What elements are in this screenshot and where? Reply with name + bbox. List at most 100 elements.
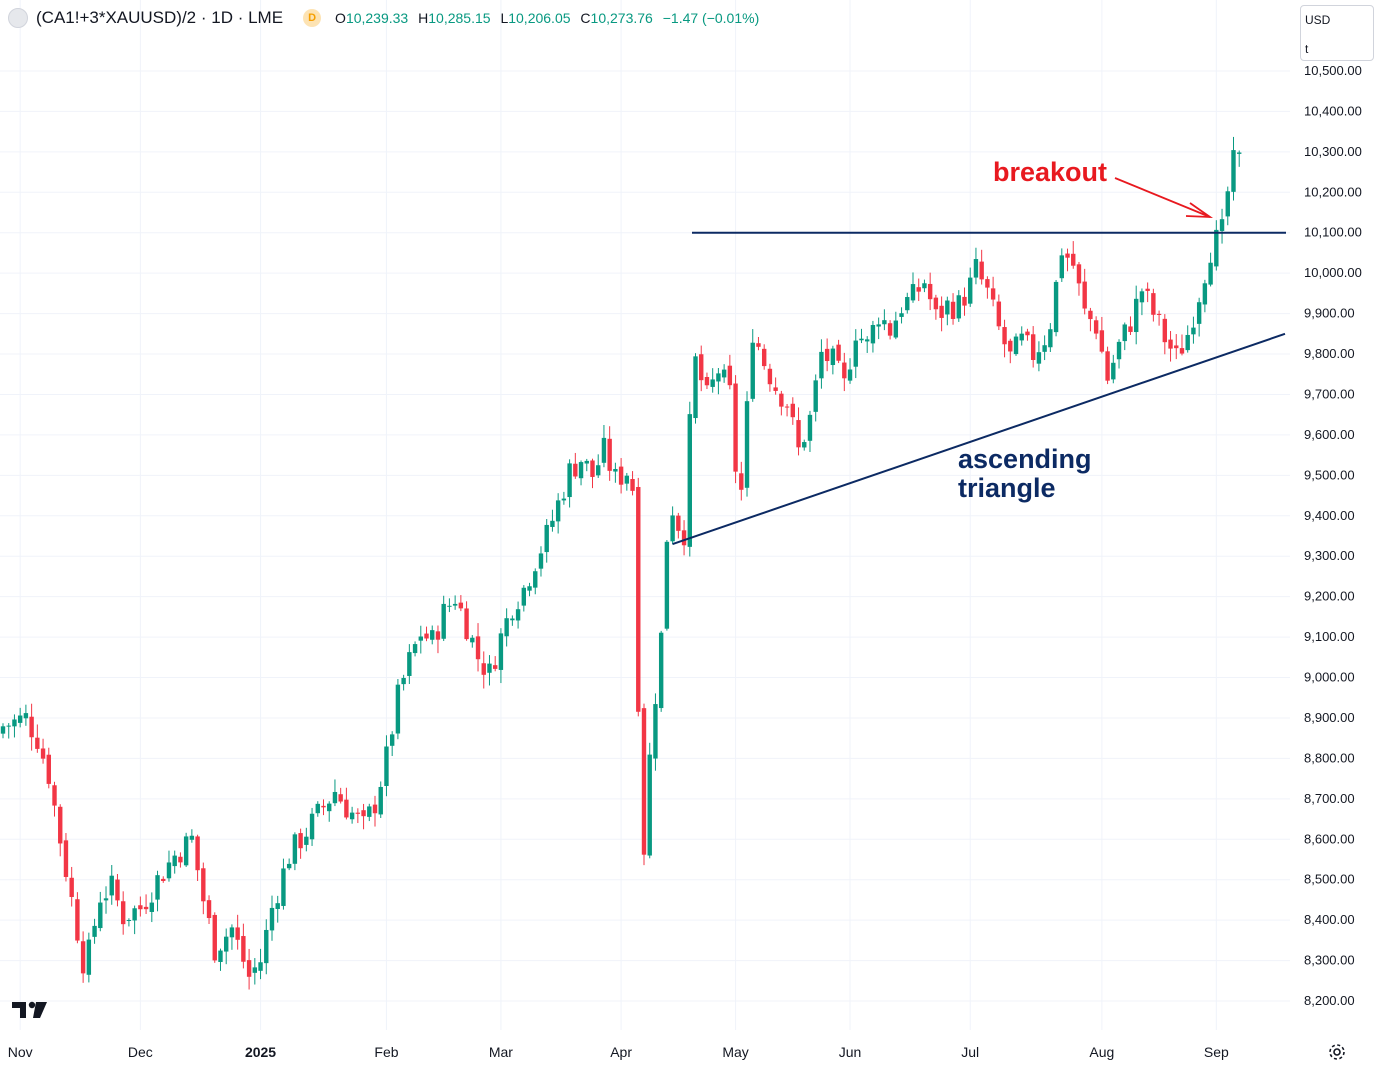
candle-body [475, 636, 481, 660]
candle-body [893, 320, 899, 338]
candle-body [807, 414, 813, 441]
candle-body [636, 487, 641, 712]
y-tick-label: 9,200.00 [1304, 589, 1355, 604]
grid-lines [0, 0, 1290, 1030]
gear-icon[interactable] [1326, 1041, 1348, 1063]
y-tick-label: 10,100.00 [1304, 225, 1362, 240]
candle-body [664, 541, 670, 629]
candle-body [538, 553, 544, 569]
candle-body [1179, 348, 1185, 354]
candle-body [1196, 302, 1202, 324]
candle-body [321, 805, 326, 808]
candle-body [1042, 345, 1047, 352]
candle-body [1111, 362, 1116, 380]
candle-body [264, 929, 269, 964]
currency-unit-selector[interactable]: USD t [1300, 5, 1374, 61]
candle-body [412, 644, 418, 654]
candle-body [870, 324, 876, 344]
candle-body [561, 498, 567, 501]
high-label: H [418, 10, 429, 26]
candle-body [905, 297, 910, 311]
candle-body [212, 914, 217, 961]
candle-body [1168, 339, 1173, 349]
candle-body [544, 524, 549, 553]
candle-body [865, 339, 870, 342]
candle-body [956, 295, 961, 319]
candle-body [1214, 229, 1219, 267]
candle-body [613, 468, 618, 472]
candle-body [492, 665, 498, 669]
candlestick-series [0, 136, 1242, 990]
candle-body [773, 387, 778, 391]
candle-body [183, 836, 189, 866]
candle-body [962, 296, 967, 306]
y-tick-label: 9,600.00 [1304, 427, 1355, 442]
low-label: L [500, 10, 509, 26]
candle-body [384, 746, 389, 787]
candle-body [882, 320, 887, 325]
candle-body [521, 587, 527, 606]
candle-body [487, 663, 492, 673]
candle-body [143, 906, 149, 910]
candle-body [378, 786, 383, 815]
candle-body [178, 856, 183, 863]
candle-body [676, 515, 681, 531]
candle-body [910, 284, 916, 301]
candle-body [1139, 291, 1145, 303]
candle-body [790, 403, 796, 418]
candle-body [35, 737, 40, 749]
candle-body [206, 900, 212, 919]
y-tick-label: 10,300.00 [1304, 144, 1362, 159]
x-tick-label: Feb [374, 1044, 398, 1060]
ascending-trendline[interactable] [672, 332, 1286, 546]
annotation-line-2: triangle [958, 473, 1056, 503]
candle-body [195, 836, 200, 871]
candle-body [847, 369, 853, 381]
candle-body [349, 812, 355, 820]
candle-body [1013, 336, 1019, 355]
candle-body [0, 726, 6, 734]
x-tick-label: Sep [1204, 1044, 1229, 1060]
ascending-triangle-annotation: ascending triangle [958, 444, 1099, 503]
candle-body [1122, 324, 1127, 342]
symbol-title[interactable]: (CA1!+3*XAUUSD)/2 · 1D · LME [36, 8, 284, 27]
candle-body [658, 632, 664, 709]
tradingview-logo-icon[interactable] [10, 998, 50, 1022]
candle-body [761, 348, 767, 367]
candle-body [550, 520, 555, 527]
candle-body [1093, 320, 1099, 334]
candle-body [1008, 340, 1013, 352]
y-tick-label: 10,400.00 [1304, 103, 1362, 118]
candle-body [641, 708, 647, 855]
candle-body [607, 438, 612, 471]
time-axis[interactable]: Nov Dec 2025 Feb Mar Apr May Jun Jul Aug Sep [8, 1044, 1229, 1060]
delay-badge[interactable]: D [303, 9, 322, 27]
candle-body [796, 420, 801, 448]
candle-body [1151, 293, 1156, 315]
y-tick-label: 8,600.00 [1304, 831, 1355, 846]
candle-body [618, 466, 624, 485]
candle-body [1082, 281, 1087, 309]
y-tick-label: 8,300.00 [1304, 953, 1355, 968]
candle-body [1133, 298, 1139, 333]
candle-body [933, 297, 939, 310]
candle-body [441, 603, 446, 639]
candle-body [813, 380, 818, 412]
candle-body [58, 806, 63, 844]
candle-body [1156, 313, 1162, 315]
candle-body [452, 603, 458, 606]
candle-body [103, 898, 109, 901]
candle-body [481, 663, 486, 675]
candle-body [1219, 219, 1225, 231]
candle-body [968, 277, 973, 304]
y-tick-label: 10,200.00 [1304, 184, 1362, 199]
candle-body [17, 715, 23, 723]
candle-body [876, 324, 881, 327]
chart-header: (CA1!+3*XAUUSD)/2 · 1D · LME D O10,239.3… [8, 6, 765, 30]
candle-body [229, 927, 235, 938]
price-axis[interactable]: 8,200.00 8,300.00 8,400.00 8,500.00 8,600.00… [1304, 63, 1362, 1008]
candle-body [830, 348, 836, 366]
candle-body [842, 362, 847, 379]
candle-body [1128, 326, 1133, 332]
